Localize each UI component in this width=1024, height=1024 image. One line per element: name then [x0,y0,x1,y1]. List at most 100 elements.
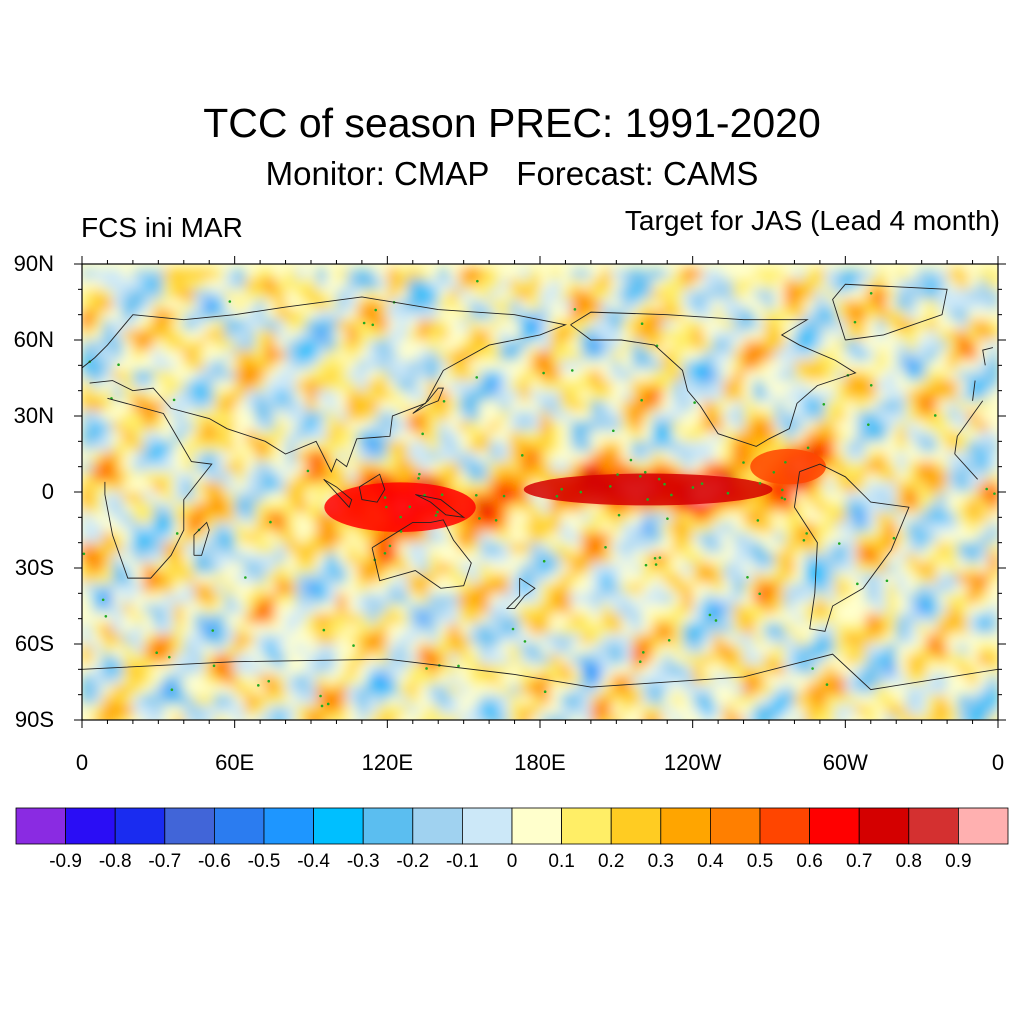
field-cell [692,583,704,594]
field-cell [489,441,500,453]
field-cell [204,329,215,341]
field-cell [743,522,755,534]
field-cell [265,481,276,493]
field-cell [122,664,134,675]
field-cell [255,623,266,635]
field-cell [143,684,154,696]
field-cell [682,684,694,696]
field-cell [865,633,877,645]
significance-dot [170,688,174,691]
field-cell [540,502,551,513]
field-cell [305,421,317,432]
field-cell [560,562,572,574]
field-cell [743,400,755,412]
field-cell [896,410,907,422]
field-cell [947,350,958,361]
field-cell [173,279,185,290]
field-cell [936,410,948,422]
field-cell [845,704,857,716]
field-cell [814,481,826,493]
field-cell [183,461,195,473]
field-cell [499,714,511,720]
field-cell [366,562,378,574]
field-cell [417,654,429,665]
field-cell [509,350,521,361]
field-cell [662,269,673,280]
field-cell [987,654,998,665]
field-cell [824,522,836,534]
field-cell [926,583,938,594]
significance-dot [320,704,324,708]
field-cell [702,674,714,686]
field-cell [641,340,653,351]
field-cell [458,613,470,625]
field-cell [305,329,317,341]
field-cell [753,329,765,341]
field-cell [224,431,236,442]
field-cell [428,370,439,382]
field-cell [244,532,256,544]
field-cell [896,380,907,392]
field-cell [295,694,307,706]
field-cell [163,613,175,625]
field-cell [692,593,704,605]
field-cell [183,644,195,655]
field-cell [682,644,694,655]
field-cell [366,441,378,453]
field-cell [499,512,511,523]
field-cell [153,329,165,341]
field-cell [377,623,388,635]
field-cell [183,684,195,696]
field-cell [601,583,612,594]
field-cell [438,329,449,341]
field-cell [163,522,175,534]
field-cell [244,461,256,473]
field-cell [631,390,643,402]
field-cell [835,704,846,716]
field-cell [540,299,551,311]
field-cell [397,390,409,402]
field-cell [356,573,368,584]
field-cell [845,593,857,605]
field-cell [733,684,745,696]
field-cell [407,400,419,412]
field-cell [824,461,836,473]
field-cell [814,644,826,655]
colorbar-label: 0.1 [548,851,575,872]
field-cell [214,390,226,402]
field-cell [702,583,714,594]
field-cell [346,340,358,351]
field-cell [906,664,918,675]
field-cell [305,410,317,422]
field-cell [692,512,704,523]
field-cell [580,583,592,594]
field-cell [641,309,653,321]
field-cell [183,552,195,564]
field-cell [916,552,928,564]
field-cell [896,562,907,574]
field-cell [763,350,775,361]
field-cell [540,532,551,544]
field-cell [234,522,246,534]
field-cell [163,471,175,483]
field-cell [835,512,846,523]
field-cell [499,562,511,574]
field-cell [428,694,439,706]
field-cell [672,532,684,544]
field-cell [82,644,93,655]
field-cell [265,704,276,716]
field-cell [794,714,806,720]
field-cell [804,279,816,290]
field-cell [295,441,307,453]
field-cell [428,644,439,655]
field-cell [438,451,449,463]
field-cell [346,593,358,605]
field-cell [397,451,409,463]
lon-tick-label: 60E [215,750,255,775]
field-cell [234,694,246,706]
field-cell [255,471,266,483]
field-cell [295,583,307,594]
field-cell [529,319,541,331]
field-cell [651,461,663,473]
field-cell [224,319,236,331]
